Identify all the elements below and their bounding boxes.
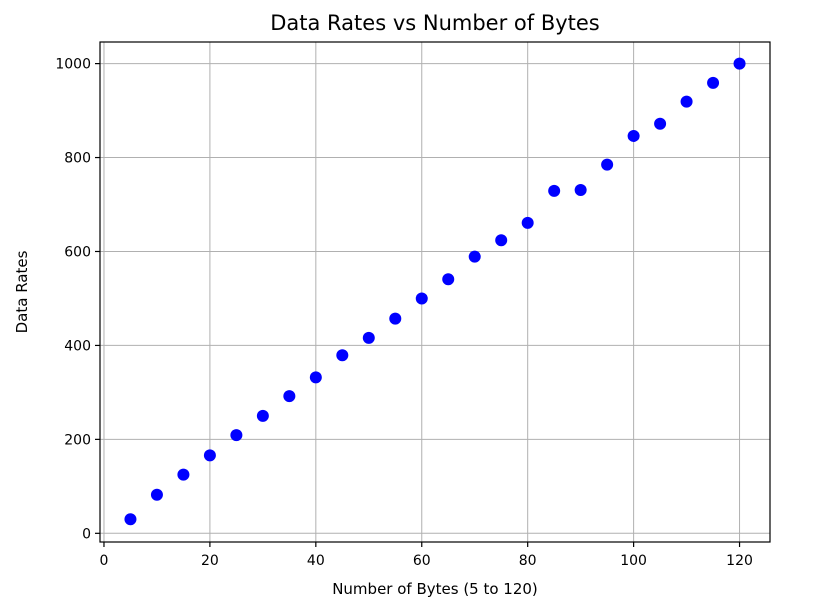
data-point	[521, 216, 534, 229]
data-point	[150, 488, 163, 501]
y-tick-label: 600	[64, 244, 91, 260]
x-tick-label: 120	[726, 553, 753, 569]
data-point	[495, 234, 508, 247]
data-point	[654, 117, 667, 130]
data-point	[256, 409, 269, 422]
x-tick-label: 40	[307, 553, 325, 569]
y-axis-ticks: 0 200 400 600 800 1000	[55, 57, 100, 542]
data-point	[707, 76, 720, 89]
data-point	[574, 183, 587, 196]
data-point	[230, 429, 243, 442]
plot-frame	[99, 41, 771, 543]
data-point	[548, 184, 561, 197]
x-tick-label: 60	[413, 553, 431, 569]
data-point	[124, 513, 137, 526]
data-point	[680, 95, 693, 108]
data-point	[177, 468, 190, 481]
y-tick-label: 400	[64, 338, 91, 354]
data-point	[203, 449, 216, 462]
y-tick-label: 0	[82, 526, 91, 542]
data-point	[389, 312, 402, 325]
x-tick-label: 20	[201, 553, 219, 569]
x-tick-label: 0	[100, 553, 109, 569]
data-point	[733, 57, 746, 70]
data-point	[627, 129, 640, 142]
data-point	[601, 158, 614, 171]
y-axis-label: Data Rates	[13, 250, 31, 333]
data-point	[442, 273, 455, 286]
y-tick-label: 1000	[55, 57, 91, 73]
data-point	[362, 331, 375, 344]
data-point	[468, 250, 481, 263]
data-point	[336, 349, 349, 362]
chart-title: Data Rates vs Number of Bytes	[270, 11, 600, 35]
data-point	[309, 371, 322, 384]
x-tick-label: 80	[519, 553, 537, 569]
x-tick-label: 100	[620, 553, 647, 569]
y-tick-label: 800	[64, 151, 91, 167]
grid	[100, 42, 770, 542]
y-tick-label: 200	[64, 432, 91, 448]
data-point	[283, 390, 296, 403]
data-point	[415, 292, 428, 305]
x-axis-ticks: 0 20 40 60 80 100 120	[100, 542, 753, 569]
data-points	[124, 57, 746, 526]
x-axis-label: Number of Bytes (5 to 120)	[332, 580, 538, 598]
